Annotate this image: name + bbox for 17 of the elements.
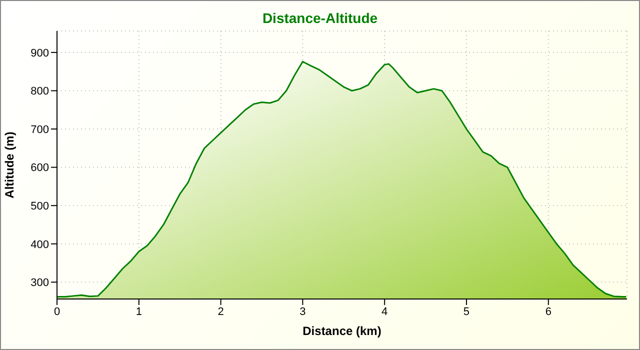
y-tick-label: 600 — [30, 162, 49, 174]
y-tick-label: 300 — [30, 277, 49, 290]
x-tick-label: 3 — [300, 306, 306, 318]
x-tick-label: 5 — [463, 306, 470, 318]
y-tick-label: 900 — [30, 47, 49, 60]
x-tick-label: 6 — [545, 306, 552, 318]
chart-title: Distance-Altitude — [261, 10, 379, 26]
y-axis-title: Altitude (m) — [2, 132, 16, 198]
y-tick-label: 500 — [30, 200, 49, 212]
x-axis-title: Distance (km) — [302, 324, 382, 338]
y-tick-label: 800 — [30, 86, 49, 98]
x-tick-label: 4 — [382, 306, 388, 318]
x-tick-label: 2 — [218, 306, 224, 318]
y-tick-label: 700 — [30, 124, 49, 136]
x-tick-label: 0 — [54, 306, 60, 318]
y-tick-label: 400 — [30, 238, 49, 251]
x-tick-label: 1 — [136, 306, 142, 318]
